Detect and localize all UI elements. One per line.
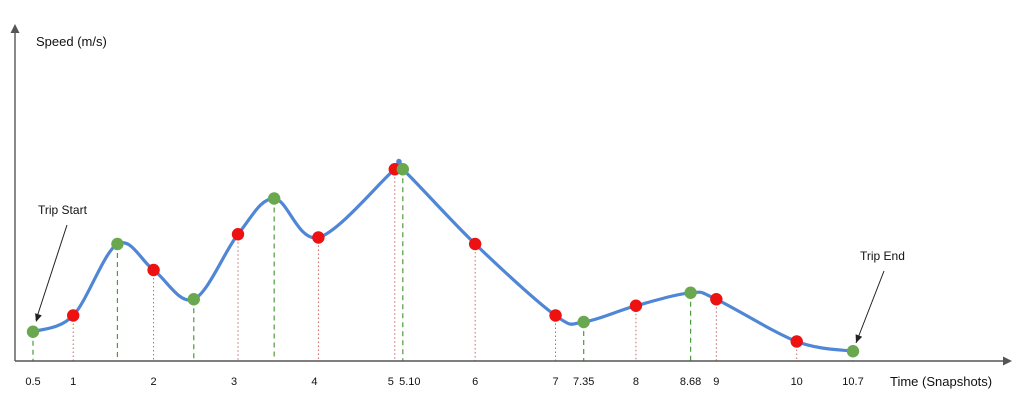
y-axis-label: Speed (m/s) (36, 34, 107, 49)
green-point-4 (396, 163, 410, 176)
red-point-9 (790, 335, 803, 348)
trip-end-arrowhead (855, 334, 863, 343)
trip-start-label: Trip Start (38, 203, 88, 217)
data-points (26, 163, 860, 358)
x-tick-label-13: 10 (791, 376, 803, 388)
red-point-3 (312, 231, 325, 244)
trip-start-arrowhead (35, 313, 42, 322)
x-tick-label-4: 4 (311, 376, 317, 388)
x-axis-label: Time (Snapshots) (890, 374, 992, 389)
green-point-6 (684, 286, 697, 299)
x-tick-label-0: 0.5 (25, 376, 40, 388)
red-point-7 (629, 299, 643, 312)
green-point-3 (267, 192, 281, 205)
red-point-2 (231, 228, 245, 241)
x-tick-label-14: 10.7 (842, 376, 863, 388)
trip-end-label: Trip End (860, 249, 905, 263)
trip-end-arrow (855, 270, 885, 344)
x-tick-label-12: 9 (713, 376, 719, 388)
x-tick-label-9: 7.35 (573, 376, 594, 388)
x-tick-label-5: 5 (388, 376, 394, 388)
trip-start-arrow (35, 224, 68, 321)
x-tick-label-2: 2 (151, 376, 157, 388)
green-point-0 (26, 325, 40, 338)
red-point-0 (66, 309, 80, 322)
x-tick-label-11: 8.68 (680, 376, 701, 388)
x-tick-label-7: 6 (472, 376, 478, 388)
x-tick-labels: 0.5 1 2 3 4 5 5.10 6 7 7.35 8 8.68 9 10 10.7 (25, 376, 863, 388)
x-tick-label-3: 3 (231, 376, 237, 388)
red-point-6 (549, 309, 562, 322)
red-point-5 (468, 237, 482, 251)
x-axis-arrow (1003, 356, 1012, 366)
y-axis-arrow (10, 24, 20, 33)
x-tick-label-10: 8 (633, 376, 639, 388)
red-point-1 (147, 263, 160, 277)
x-tick-label-8: 7 (552, 376, 558, 388)
green-point-1 (111, 237, 124, 251)
green-point-7 (846, 345, 860, 358)
x-tick-label-1: 1 (70, 376, 76, 388)
green-point-2 (187, 293, 200, 306)
speed-curve (31, 158, 855, 353)
x-tick-label-6: 5.10 (399, 376, 420, 388)
green-point-5 (577, 315, 590, 329)
red-point-8 (710, 293, 723, 306)
